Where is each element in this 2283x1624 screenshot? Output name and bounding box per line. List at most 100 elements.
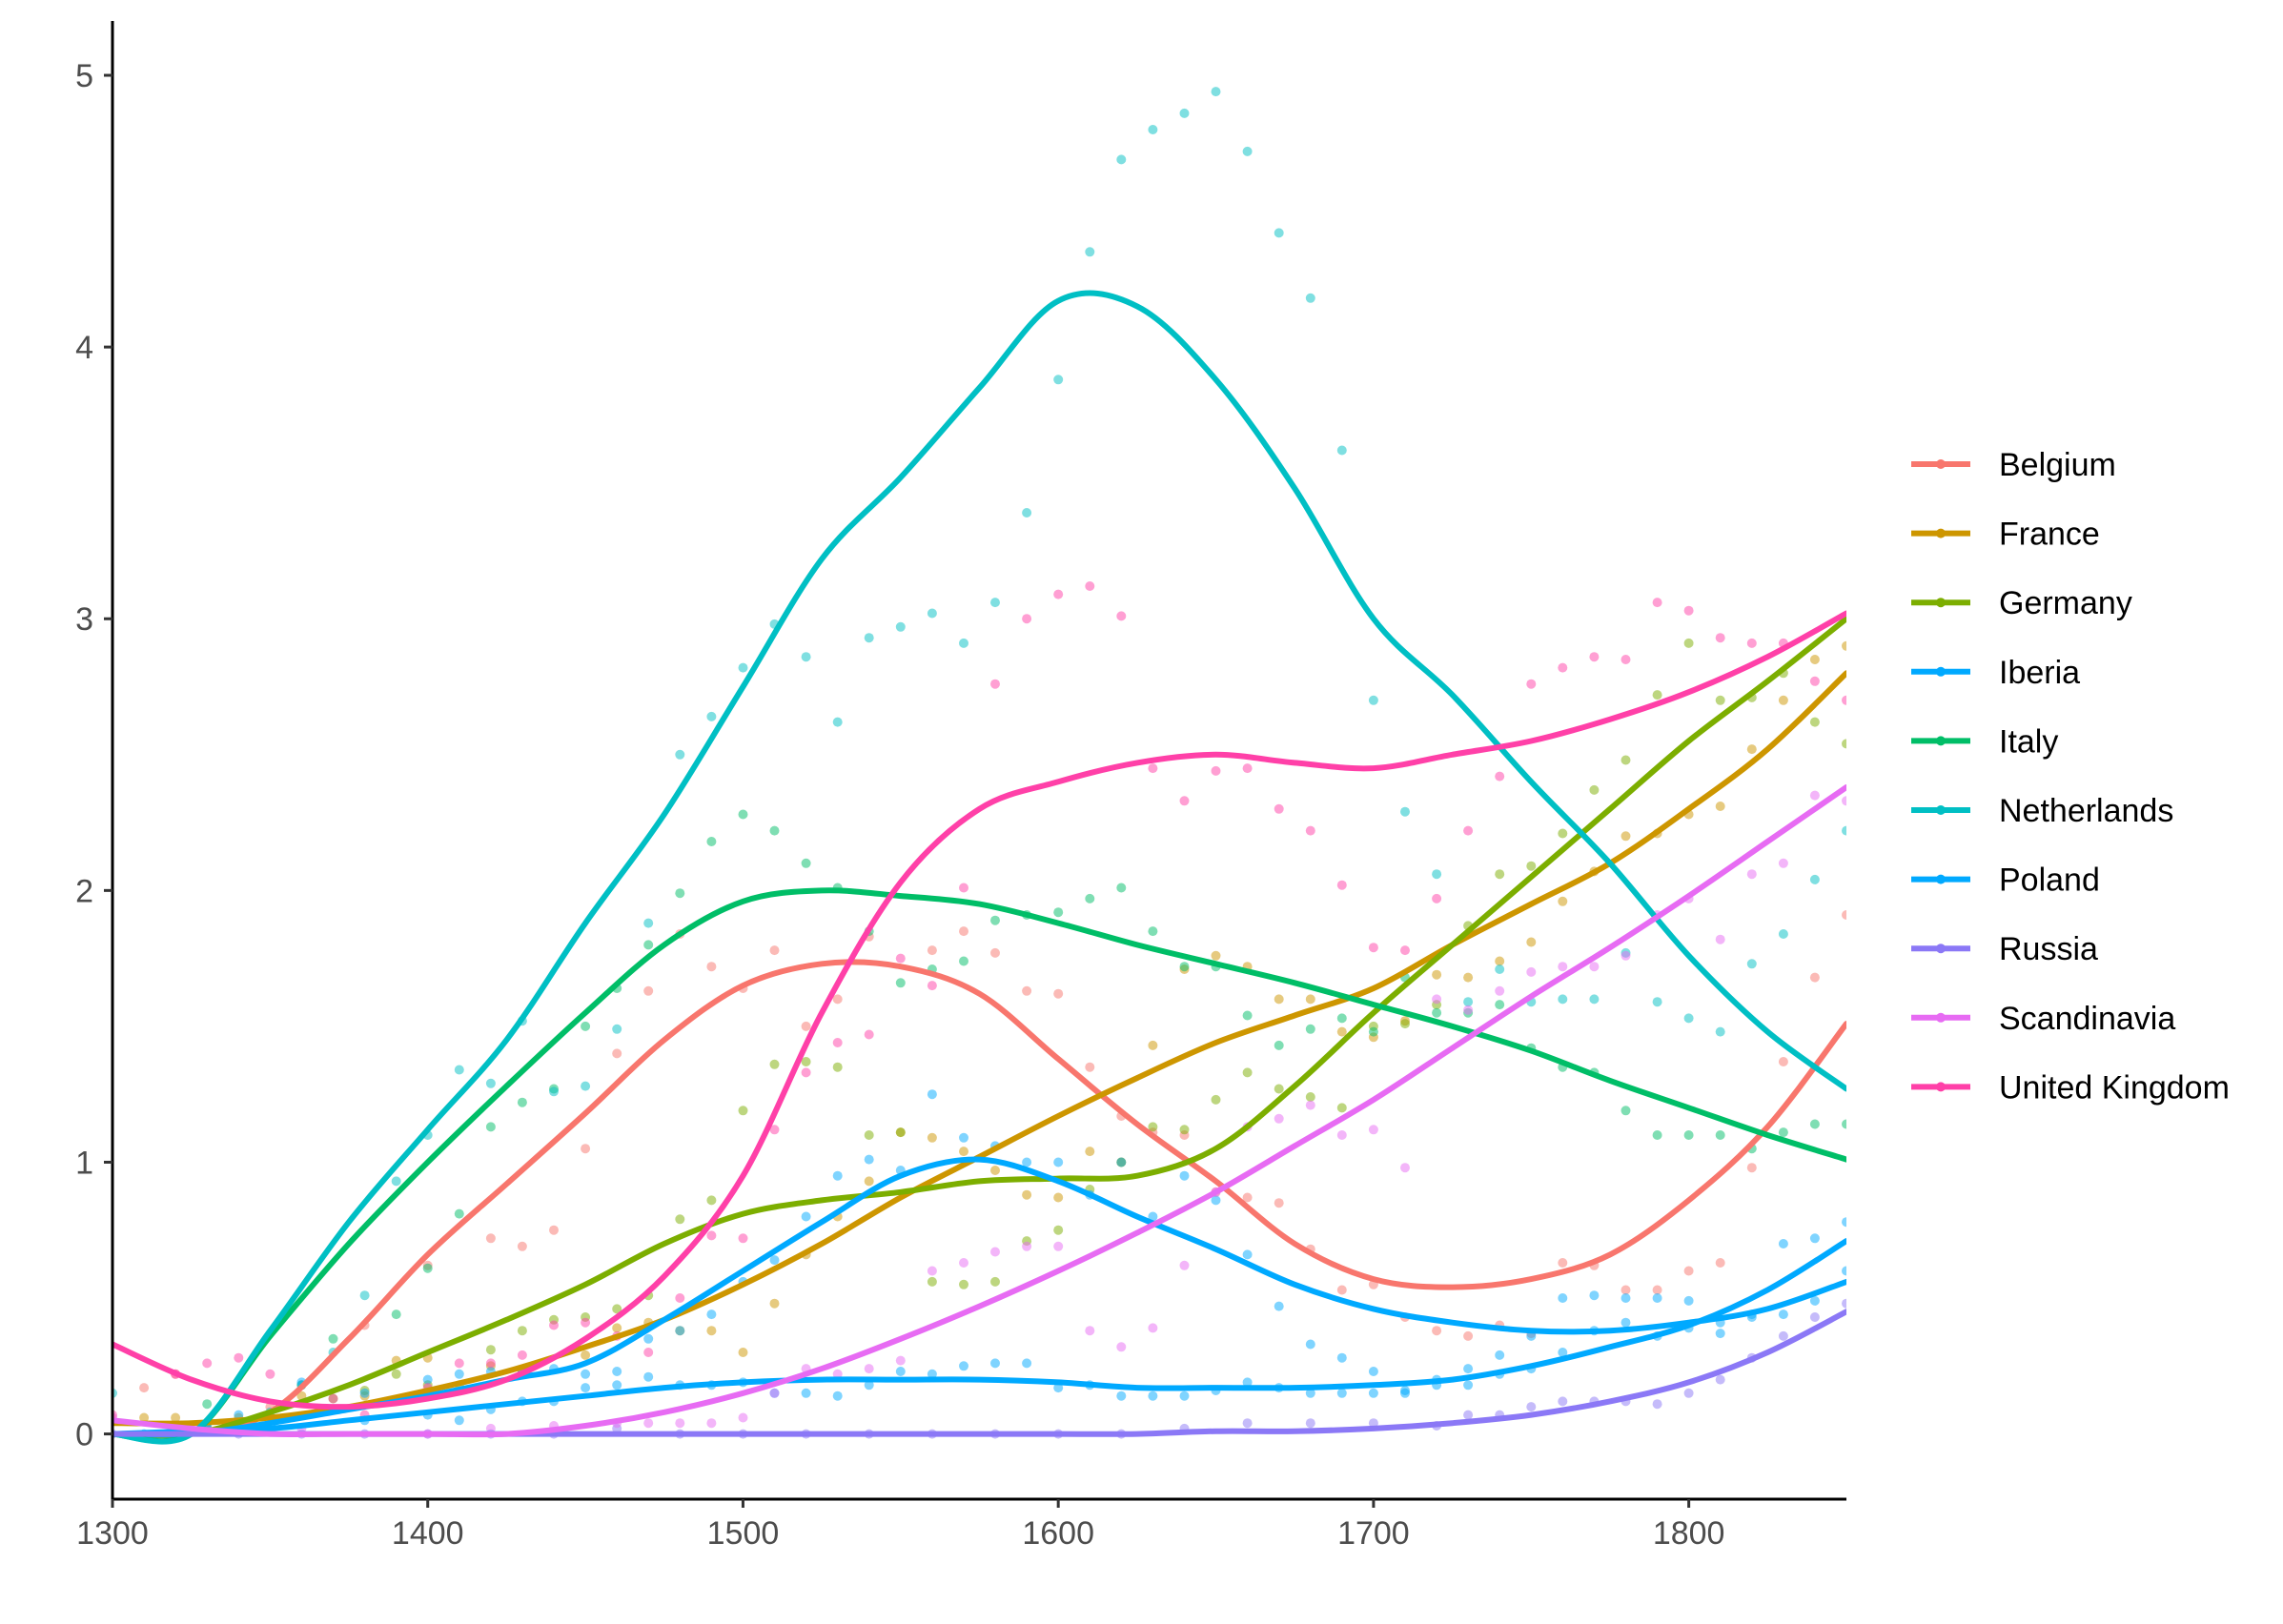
data-point-france bbox=[959, 1147, 968, 1157]
data-point-italy bbox=[1621, 1106, 1631, 1116]
data-point-belgium bbox=[832, 994, 843, 1005]
data-point-scandinavia bbox=[959, 1258, 968, 1268]
data-point-netherlands bbox=[391, 1176, 401, 1187]
data-point-italy bbox=[643, 940, 654, 950]
x-tick-label: 1800 bbox=[1653, 1515, 1725, 1552]
legend-label: United Kingdom bbox=[1999, 1069, 2230, 1106]
data-point-scandinavia bbox=[706, 1418, 717, 1429]
data-point-italy bbox=[1715, 1130, 1725, 1140]
data-point-italy bbox=[1495, 1000, 1505, 1010]
data-point-scandinavia bbox=[1621, 950, 1631, 961]
data-point-iberia bbox=[1053, 1157, 1064, 1167]
data-point-scandinavia bbox=[1368, 1125, 1378, 1135]
data-point-iberia bbox=[1809, 1295, 1820, 1306]
data-point-iberia bbox=[359, 1388, 370, 1398]
legend-key-dot bbox=[1936, 598, 1946, 608]
data-point-iberia bbox=[1242, 1249, 1253, 1260]
data-point-france bbox=[581, 1350, 591, 1360]
data-point-belgium bbox=[1432, 1326, 1442, 1336]
data-point-iberia bbox=[1116, 1157, 1127, 1167]
data-point-netherlands bbox=[959, 638, 968, 648]
data-point-belgium bbox=[959, 926, 968, 937]
data-point-iberia bbox=[1179, 1170, 1190, 1181]
data-point-poland bbox=[1242, 1377, 1253, 1388]
data-point-poland bbox=[643, 1371, 654, 1382]
data-point-iberia bbox=[1022, 1157, 1032, 1167]
data-point-netherlands bbox=[1842, 825, 1846, 836]
data-point-netherlands bbox=[1746, 959, 1757, 969]
data-point-belgium bbox=[1715, 1258, 1725, 1268]
data-point-france bbox=[1809, 655, 1820, 664]
data-point-netherlands bbox=[643, 918, 654, 928]
x-tick-label: 1700 bbox=[1337, 1515, 1410, 1552]
legend-label: Belgium bbox=[1999, 447, 2116, 483]
data-point-united-kingdom bbox=[1022, 614, 1032, 624]
data-point-iberia bbox=[1683, 1295, 1694, 1306]
data-point-italy bbox=[1432, 1007, 1442, 1018]
series-line-france bbox=[112, 670, 1846, 1427]
legend-key-dot bbox=[1936, 1012, 1946, 1023]
data-point-italy bbox=[454, 1208, 464, 1219]
legend-item-iberia: Iberia bbox=[1911, 655, 2080, 691]
data-point-netherlands bbox=[612, 1024, 622, 1034]
data-point-united-kingdom bbox=[1432, 893, 1442, 903]
data-point-italy bbox=[1179, 962, 1190, 972]
data-point-netherlands bbox=[1336, 445, 1347, 456]
data-point-united-kingdom bbox=[549, 1320, 559, 1330]
data-point-belgium bbox=[801, 1021, 811, 1031]
data-point-germany bbox=[1621, 755, 1631, 765]
data-point-france bbox=[738, 1348, 748, 1357]
data-point-poland bbox=[1148, 1391, 1158, 1401]
data-point-france bbox=[1463, 972, 1474, 983]
legend-key-dot bbox=[1936, 805, 1946, 815]
legend-item-netherlands: Netherlands bbox=[1911, 793, 2173, 829]
data-point-united-kingdom bbox=[643, 1348, 654, 1357]
data-point-iberia bbox=[1526, 1330, 1537, 1341]
data-point-iberia bbox=[1558, 1293, 1568, 1303]
data-point-italy bbox=[959, 956, 968, 966]
data-point-netherlands bbox=[927, 608, 937, 619]
data-point-germany bbox=[1558, 828, 1568, 839]
data-point-iberia bbox=[1589, 1290, 1600, 1301]
data-point-iberia bbox=[581, 1369, 591, 1379]
data-point-united-kingdom bbox=[581, 1317, 591, 1328]
legend-label: Italy bbox=[1999, 723, 2058, 760]
legend-key-dot bbox=[1936, 874, 1946, 884]
data-point-belgium bbox=[1085, 1062, 1095, 1072]
data-point-scandinavia bbox=[1053, 1241, 1064, 1251]
data-point-germany bbox=[1495, 869, 1505, 880]
data-point-united-kingdom bbox=[1116, 611, 1127, 621]
data-point-scandinavia bbox=[769, 1388, 780, 1398]
legend-item-scandinavia: Scandinavia bbox=[1911, 1001, 2175, 1037]
data-point-scandinavia bbox=[1022, 1241, 1032, 1251]
data-point-poland bbox=[1022, 1358, 1032, 1369]
data-point-belgium bbox=[1463, 1330, 1474, 1341]
data-point-netherlands bbox=[1400, 806, 1410, 817]
data-point-united-kingdom bbox=[202, 1358, 213, 1369]
data-point-iberia bbox=[1652, 1293, 1662, 1303]
data-point-germany bbox=[1148, 1122, 1158, 1132]
data-point-scandinavia bbox=[675, 1418, 685, 1429]
legend-label: Russia bbox=[1999, 931, 2098, 967]
data-point-united-kingdom bbox=[1211, 765, 1221, 776]
data-point-belgium bbox=[990, 947, 1000, 958]
data-point-poland bbox=[1179, 1391, 1190, 1401]
data-point-iberia bbox=[675, 1326, 685, 1336]
data-point-scandinavia bbox=[1715, 934, 1725, 944]
data-point-iberia bbox=[801, 1211, 811, 1222]
series-line-italy bbox=[112, 887, 1846, 1445]
legend-label: France bbox=[1999, 517, 2100, 553]
data-point-united-kingdom bbox=[485, 1358, 496, 1369]
data-point-germany bbox=[801, 1057, 811, 1066]
data-point-poland bbox=[1336, 1388, 1347, 1398]
data-point-netherlands bbox=[990, 598, 1000, 608]
data-point-belgium bbox=[612, 1048, 622, 1059]
data-point-italy bbox=[1274, 1040, 1284, 1050]
data-point-russia bbox=[1778, 1330, 1788, 1341]
data-point-united-kingdom bbox=[454, 1358, 464, 1369]
data-point-netherlands bbox=[1242, 146, 1253, 156]
data-point-united-kingdom bbox=[832, 1038, 843, 1047]
data-point-netherlands bbox=[706, 711, 717, 721]
data-point-france bbox=[1211, 950, 1221, 961]
